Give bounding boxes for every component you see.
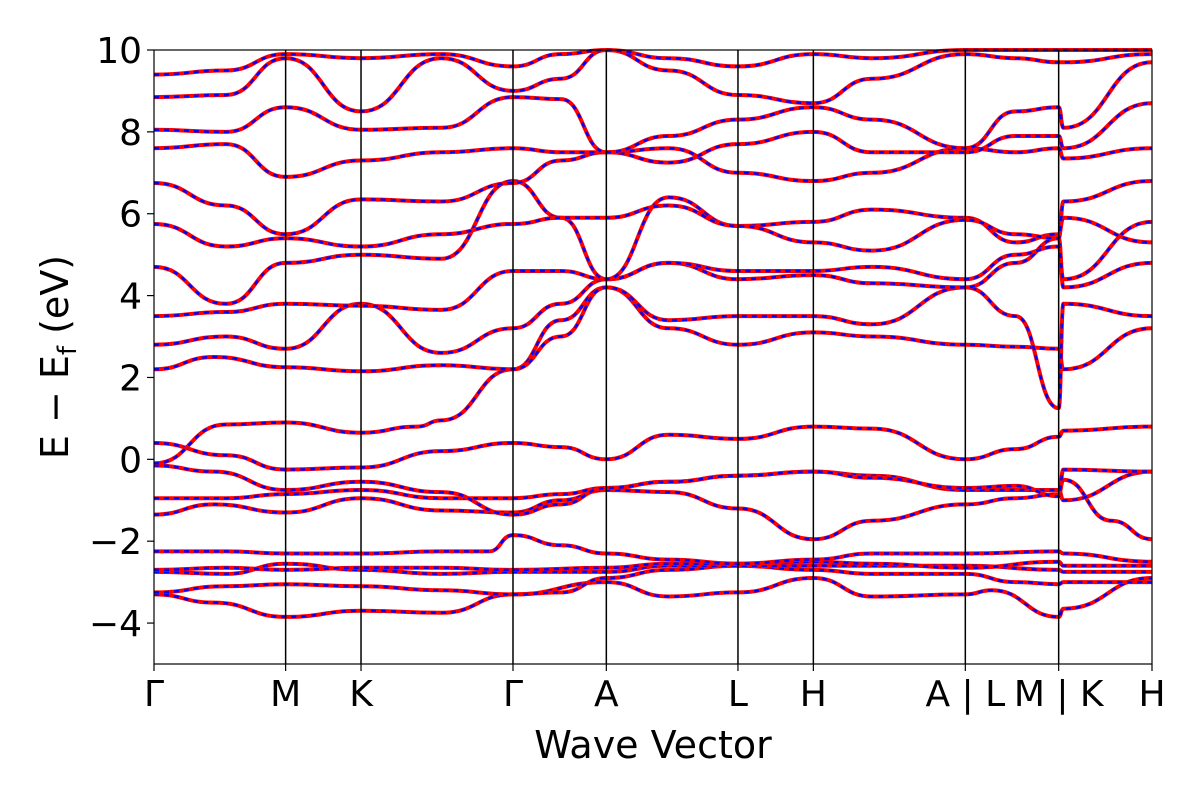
x-tick-label-2: K (349, 674, 374, 715)
band-line-dashed-18 (153, 48, 1153, 113)
y-tick-label-0: −4 (89, 604, 142, 645)
x-tick-label-8: M | K (1014, 674, 1105, 715)
y-tick-label-4: 4 (119, 277, 142, 318)
x-tick-label-5: L (728, 674, 748, 715)
band-line-4 (154, 533, 1153, 566)
y-axis-ticks: −4 −2 0 2 4 6 8 10 (89, 31, 154, 645)
band-line-dashed-10 (153, 286, 1153, 410)
band-line-12 (153, 219, 1153, 319)
x-tick-label-0: Γ (144, 674, 164, 715)
kpoint-lines (284, 50, 1060, 664)
x-tick-label-3: Γ (503, 674, 523, 715)
x-tick-label-6: H (800, 674, 827, 715)
band-line-3 (153, 559, 1152, 572)
y-tick-label-3: 2 (119, 358, 142, 399)
band-line-dashed-12 (153, 220, 1153, 318)
band-line-8 (153, 424, 1153, 472)
band-line-dashed-0 (153, 576, 1153, 619)
band-line-dashed-16 (153, 101, 1153, 179)
x-axis-title: Wave Vector (534, 723, 772, 767)
y-axis-title-unit: (eV) (33, 255, 77, 346)
y-tick-label-2: 0 (119, 440, 142, 481)
band-line-dashed-7 (153, 464, 1153, 516)
plot-frame (153, 49, 1153, 665)
band-line-dashed-9 (153, 286, 1153, 465)
band-line-dashed-13 (153, 179, 1153, 306)
band-line-dashed-14 (153, 179, 1153, 252)
y-tick-label-7: 10 (96, 31, 142, 72)
band-line-dashed-4 (154, 533, 1153, 565)
y-axis-title-subscript: f (53, 345, 83, 355)
x-tick-label-9: H (1138, 674, 1165, 715)
y-axis-title: E − Ef (eV) (33, 255, 83, 459)
y-tick-label-1: −2 (89, 522, 142, 563)
band-line-dashed-17 (153, 61, 1153, 154)
band-lines (153, 47, 1153, 619)
x-tick-label-7: A | L (925, 674, 1005, 715)
y-tick-label-5: 6 (119, 195, 142, 236)
band-line-dashed-8 (153, 425, 1153, 471)
band-line-dashed-2 (153, 562, 1152, 576)
x-tick-label-4: A (594, 674, 619, 715)
band-line-dashed-1 (153, 564, 1152, 596)
band-line-13 (153, 178, 1153, 306)
band-line-18 (153, 47, 1153, 114)
y-axis-title-main: E − E (33, 355, 77, 459)
band-line-dashed-15 (153, 146, 1153, 236)
x-tick-label-1: M (270, 674, 301, 715)
y-tick-label-6: 8 (119, 113, 142, 154)
